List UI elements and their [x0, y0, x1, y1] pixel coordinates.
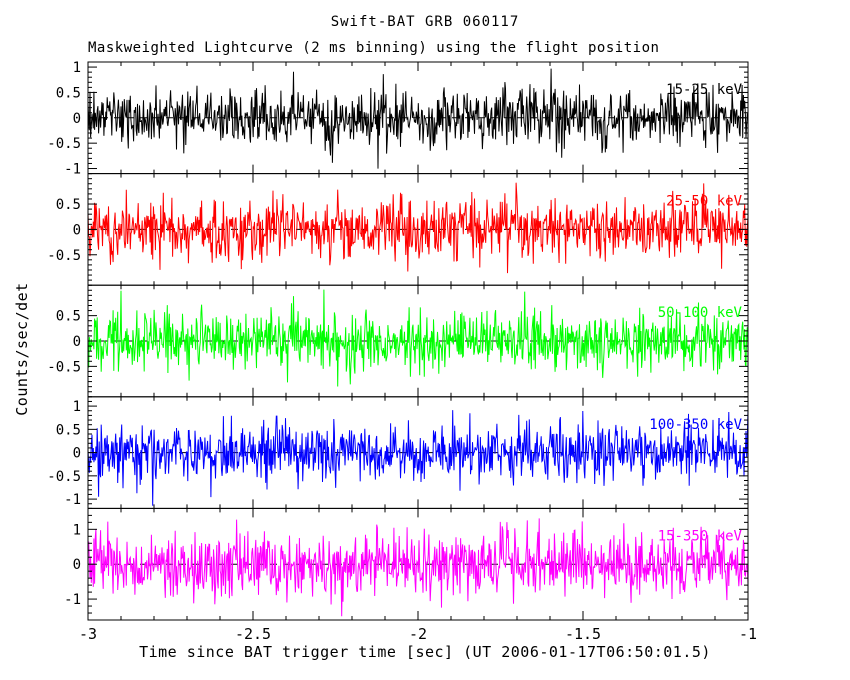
y-tick-label: 1 [73, 60, 81, 76]
panel-1: 25-50 keV 0.5 0 -0.5 [47, 173, 749, 286]
x-tick-label: -2.5 [235, 625, 271, 643]
x-tick-label: -2 [409, 625, 427, 643]
y-tick-label: 1 [73, 522, 81, 538]
x-tick-label: -3 [79, 625, 97, 643]
panel-4: 15-350 keV 1 0 -1 [64, 507, 749, 621]
x-tick-label: -1 [739, 625, 757, 643]
y-tick-label: -0.5 [47, 359, 81, 375]
band-label-1: 25-50 keV [666, 194, 742, 210]
y-tick-label: -0.5 [47, 248, 81, 264]
y-tick-label: 0 [73, 557, 81, 573]
y-tick-label: 0.5 [56, 422, 81, 438]
y-tick-label: -0.5 [47, 136, 81, 152]
y-tick-label: 0.5 [56, 85, 81, 101]
plot-subtitle: Maskweighted Lightcurve (2 ms binning) u… [88, 40, 660, 56]
y-tick-label: 0 [73, 446, 81, 462]
series-0 [88, 68, 748, 169]
band-label-0: 15-25 keV [666, 82, 742, 98]
panel-3: 100-350 keV 1 0.5 0 -0.5 -1 [47, 396, 749, 509]
panel-2: 50-100 keV 0.5 0 -0.5 [47, 284, 749, 398]
series-1 [88, 182, 748, 274]
y-tick-label: 0 [73, 334, 81, 350]
y-tick-label: 0 [73, 111, 81, 127]
series-4 [88, 518, 748, 617]
y-tick-label: 0 [73, 222, 81, 238]
y-tick-label: 0.5 [56, 309, 81, 325]
x-tick-label: -1.5 [565, 625, 601, 643]
y-tick-label: 0.5 [56, 197, 81, 213]
y-tick-label: -1 [64, 592, 81, 608]
plot-title: Swift-BAT GRB 060117 [330, 14, 520, 30]
y-tick-label: 1 [73, 399, 81, 415]
panel-0: 15-25 keV 1 0.5 0 -0.5 -1 [47, 60, 749, 178]
y-tick-label: -1 [64, 492, 81, 508]
band-label-2: 50-100 keV [658, 305, 743, 321]
x-axis-label: Time since BAT trigger time [sec] (UT 20… [139, 643, 711, 661]
y-tick-label: -1 [64, 162, 81, 178]
band-label-4: 15-350 keV [658, 528, 743, 544]
y-tick-label: -0.5 [47, 469, 81, 485]
series-2 [88, 289, 748, 387]
series-3 [88, 408, 748, 506]
band-label-3: 100-350 keV [649, 417, 742, 433]
